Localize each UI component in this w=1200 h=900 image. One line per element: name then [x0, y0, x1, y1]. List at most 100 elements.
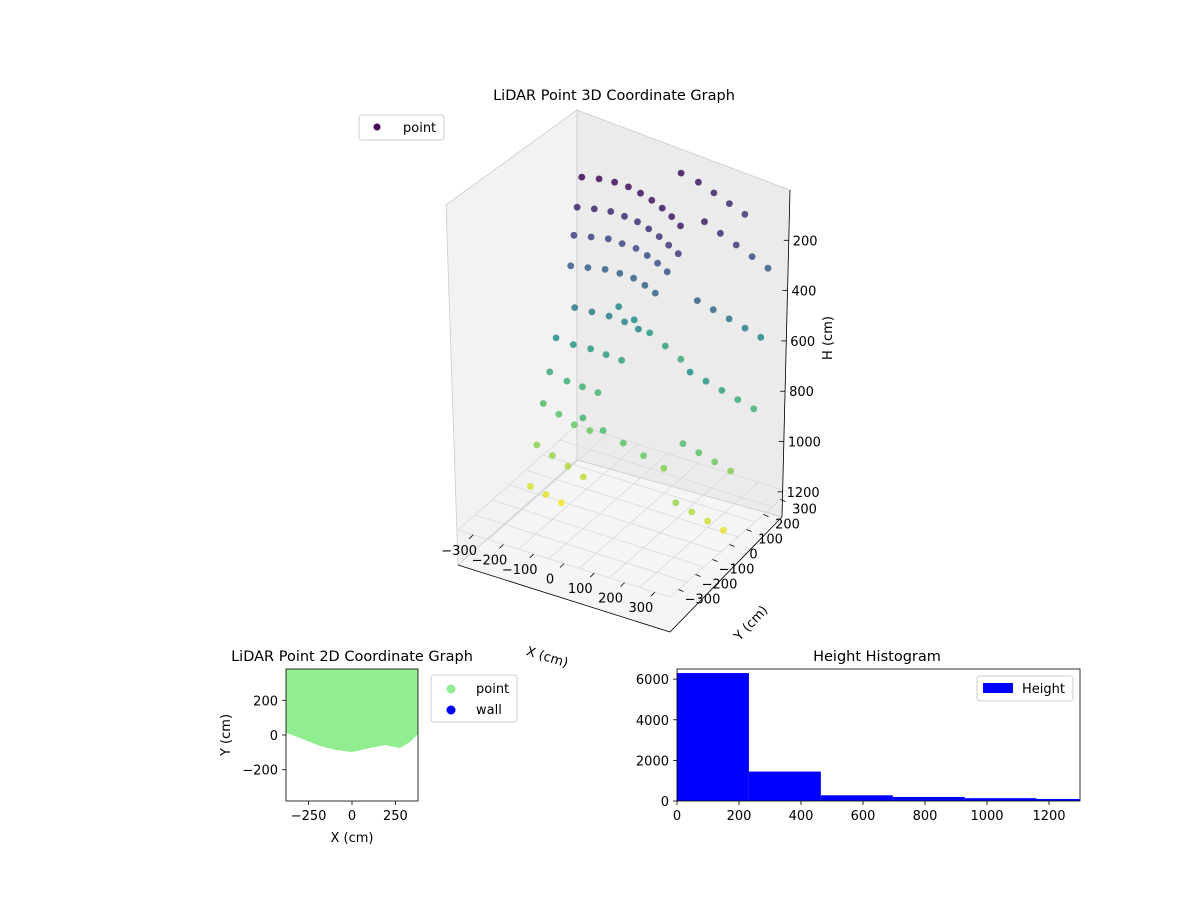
- data-point: [615, 303, 623, 310]
- data-point: [651, 289, 659, 297]
- x-tick-mark: [590, 572, 595, 578]
- x-tick-mark: [499, 544, 504, 549]
- y-tick-label: 300: [792, 503, 817, 518]
- point-marker: [289, 724, 300, 735]
- data-point: [552, 334, 560, 342]
- point-marker: [307, 730, 318, 740]
- data-point: [546, 368, 554, 376]
- z-tick-label: 600: [790, 335, 815, 350]
- data-point: [618, 356, 625, 364]
- data-point: [539, 400, 547, 407]
- x-tick-mark: [650, 591, 656, 597]
- plot-2d-legend: point wall: [430, 674, 518, 723]
- x-tick-label: 0: [348, 809, 356, 824]
- data-point: [579, 383, 586, 391]
- y-tick-label: −200: [242, 764, 278, 779]
- data-point: [645, 225, 653, 233]
- x-tick-label: 200: [727, 809, 752, 824]
- plot-3d-z-axis-line: [781, 189, 791, 518]
- data-point: [688, 508, 696, 516]
- data-point: [732, 241, 740, 249]
- point-marker: [367, 736, 378, 747]
- x-tick-label: −100: [502, 563, 538, 578]
- data-point: [587, 233, 595, 241]
- data-point: [741, 324, 749, 332]
- data-point: [630, 316, 638, 324]
- data-point: [764, 264, 772, 272]
- plot-3d: LiDAR Point 3D Coordinate Graph −300−200…: [358, 88, 836, 671]
- y-tick-label: −100: [719, 563, 755, 578]
- point-marker: [315, 733, 326, 744]
- data-point: [704, 517, 711, 525]
- point-marker: [329, 672, 340, 683]
- plot-3d-grid: [457, 424, 790, 598]
- data-point: [569, 341, 577, 348]
- data-point: [579, 414, 587, 422]
- y-tick-label: 100: [758, 533, 783, 548]
- data-point: [750, 405, 758, 413]
- histogram-legend-box: [976, 675, 1074, 702]
- z-tick-label: 200: [793, 234, 818, 249]
- plot-2d-legend-wall-label: wall: [476, 703, 502, 718]
- plot-3d-ylabel: Y (cm): [731, 603, 771, 645]
- histogram-title: Height Histogram: [813, 649, 941, 665]
- point-marker: [347, 739, 357, 750]
- histogram-ticks: 0 200 400 600 800 1000 1200 0 2000 4000 6000: [636, 673, 1066, 824]
- y-tick-label: 200: [253, 694, 278, 709]
- data-point: [570, 231, 578, 239]
- x-tick-label: 600: [851, 809, 876, 824]
- y-tick-mark: [729, 544, 735, 547]
- data-point: [677, 355, 685, 363]
- x-tick-label: 1000: [970, 809, 1003, 824]
- grid-line: [491, 499, 705, 568]
- histogram-bar: [964, 798, 1037, 801]
- plot-2d-xlabel: X (cm): [331, 831, 374, 846]
- data-point: [549, 452, 556, 459]
- data-point: [695, 449, 703, 457]
- data-point: [748, 253, 756, 260]
- grid-line: [576, 424, 790, 493]
- data-point: [594, 389, 602, 396]
- x-tick-label: −200: [472, 553, 508, 568]
- data-point: [727, 467, 734, 475]
- y-tick-mark: [763, 514, 769, 517]
- data-point: [658, 204, 666, 212]
- data-point: [679, 440, 687, 447]
- plot-3d-zlabel: H (cm): [821, 316, 836, 360]
- data-point: [564, 462, 572, 470]
- z-tick-label: 400: [792, 285, 817, 300]
- point-marker: [357, 738, 368, 749]
- data-point: [693, 297, 701, 304]
- data-point: [702, 377, 710, 385]
- data-point: [710, 189, 718, 197]
- y-tick-mark: [712, 559, 718, 562]
- y-tick-label: 0: [270, 729, 278, 744]
- grid-line: [578, 462, 699, 569]
- histogram-bar: [748, 771, 821, 801]
- z-tick-label: 1000: [788, 436, 821, 451]
- plot-2d-ticks: −250 0 250 200 0 −200: [242, 694, 408, 824]
- x-tick-label: 0: [673, 809, 681, 824]
- data-point: [726, 200, 733, 208]
- data-point: [571, 304, 579, 311]
- data-point: [648, 196, 656, 204]
- point-marker: [326, 736, 337, 747]
- y-tick-label: 2000: [636, 754, 669, 769]
- histogram-bar: [820, 795, 893, 801]
- data-point: [580, 473, 587, 481]
- point-marker: [298, 726, 309, 737]
- data-point: [635, 325, 642, 333]
- plot-2d-point-blobs: [289, 672, 415, 750]
- plot-2d-ylabel: Y (cm): [219, 714, 234, 757]
- data-point: [607, 208, 615, 215]
- grid-line: [542, 454, 756, 523]
- data-point: [563, 377, 571, 385]
- grid-line: [609, 472, 729, 579]
- data-point: [654, 259, 661, 267]
- x-tick-mark: [529, 553, 534, 559]
- histogram-bar: [1036, 798, 1080, 801]
- data-point: [578, 173, 586, 181]
- data-point: [611, 178, 618, 186]
- point-marker: [336, 738, 347, 749]
